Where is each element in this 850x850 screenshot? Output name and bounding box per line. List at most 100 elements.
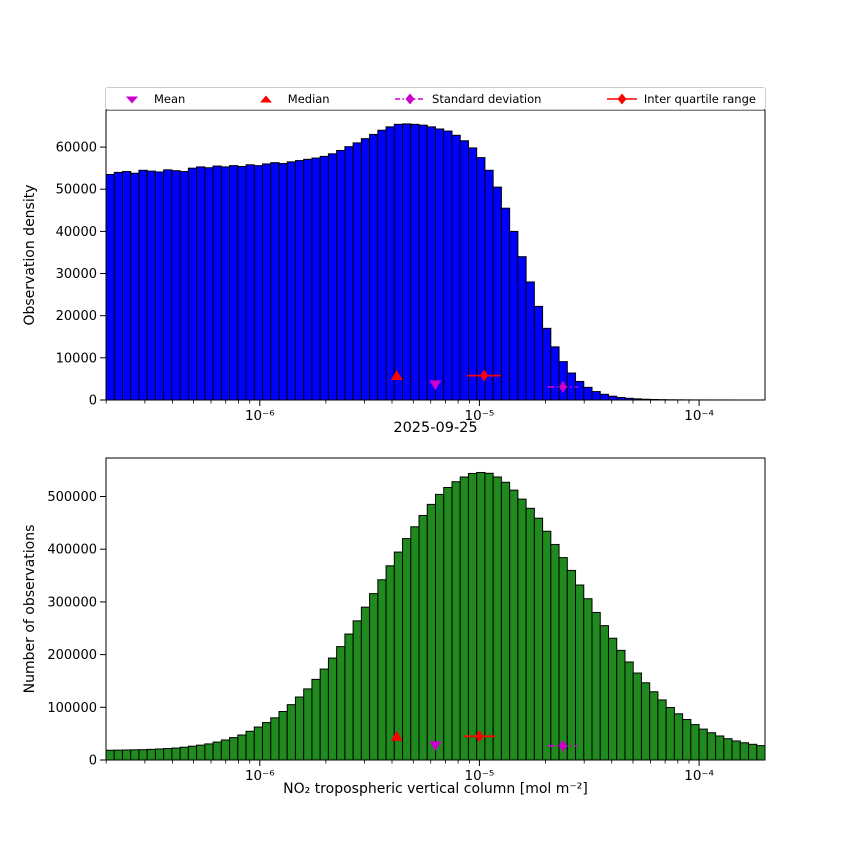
median-marker	[390, 370, 403, 381]
histogram-bar	[533, 517, 544, 761]
plot-frame	[105, 109, 766, 401]
histogram-bar	[138, 749, 148, 761]
histogram-bar	[492, 186, 502, 401]
histogram-bar	[731, 740, 741, 761]
histogram-bar	[451, 134, 461, 401]
plot-frame	[105, 457, 766, 761]
histogram-bar	[509, 230, 519, 401]
histogram-bar	[657, 699, 667, 761]
histogram-bar	[212, 741, 222, 761]
histogram-bar	[245, 730, 255, 761]
histogram-bar	[558, 557, 568, 761]
histogram-bar	[459, 140, 469, 401]
histogram-bar	[525, 507, 535, 761]
histogram-bar	[607, 637, 618, 761]
histogram-bar	[196, 744, 206, 761]
x-axis-ticks: 10⁻⁶ 10⁻⁵ 10⁻⁴	[245, 760, 714, 784]
histogram-bar	[179, 171, 189, 401]
legend-item-standard-deviation: Standard deviation	[393, 92, 541, 106]
histogram-bar	[377, 129, 387, 401]
histogram-bar	[171, 747, 181, 761]
histogram-bar	[262, 722, 272, 761]
histogram-bar	[253, 726, 264, 761]
stat-markers	[390, 730, 578, 752]
histogram-bar	[558, 361, 568, 401]
histogram-bar	[393, 551, 404, 761]
y-axis-ticks: 0 100000 200000 300000 400000 500000	[47, 490, 106, 769]
histogram-bar	[286, 704, 296, 761]
mean-marker-icon	[126, 96, 138, 103]
x-minor-ticks	[105, 400, 690, 404]
inter-quartile-range-marker-icon	[606, 93, 637, 104]
y-tick-label: 30000	[56, 267, 97, 282]
x-tick-label: 10⁻⁶	[245, 408, 275, 424]
y-tick-label: 0	[89, 754, 97, 769]
histogram-bar	[245, 164, 255, 401]
x-axis-label: NO₂ tropospheric vertical column [mol m⁻…	[283, 781, 588, 797]
histogram-bar	[179, 746, 189, 761]
histogram-bar	[509, 489, 519, 761]
histogram-bar	[352, 620, 362, 761]
histogram-bar	[187, 745, 198, 761]
histogram-bar	[113, 749, 123, 761]
y-tick-label: 400000	[47, 543, 97, 558]
y-tick-label: 60000	[56, 141, 97, 156]
x-tick-label: 10⁻⁶	[245, 768, 275, 784]
histogram-bar	[690, 724, 700, 761]
histogram-bar	[311, 157, 321, 401]
standard-deviation-marker	[558, 380, 567, 393]
legend-label-inter-quartile-range: Inter quartile range	[643, 91, 756, 106]
y-tick-label: 500000	[47, 490, 97, 505]
histogram-bar	[591, 611, 601, 761]
histogram-bar	[220, 739, 231, 761]
legend-label-median: Median	[287, 91, 330, 106]
histogram-bar	[665, 707, 675, 761]
histogram-bar	[756, 745, 766, 761]
standard-deviation-marker-icon	[395, 93, 426, 104]
histogram-bar	[748, 743, 758, 761]
histogram-bar	[294, 696, 305, 761]
histogram-bar	[525, 281, 535, 401]
histogram-bar	[237, 734, 247, 761]
histogram-bar	[550, 346, 560, 401]
histogram-bar	[130, 172, 140, 401]
top-histogram: 10⁻⁶ 10⁻⁵ 10⁻⁴ 0 10000 20000 30000 40000 50000 60…	[56, 109, 766, 424]
histogram-bar	[435, 493, 445, 761]
histogram-bar	[105, 173, 115, 401]
histogram-bar	[229, 737, 239, 761]
y-tick-label: 20000	[56, 309, 97, 324]
histogram-bar	[377, 579, 387, 761]
histogram-bar	[599, 393, 609, 401]
histogram-bar	[327, 657, 338, 761]
histogram-bar	[723, 738, 733, 761]
histogram-bar	[121, 171, 132, 401]
legend-label-mean: Mean	[154, 91, 186, 106]
histogram-bar	[410, 526, 420, 761]
histogram-bar	[418, 124, 428, 401]
histogram-bar	[311, 678, 321, 761]
histogram-bar	[435, 128, 445, 401]
histogram-bar	[640, 682, 651, 761]
x-minor-ticks	[105, 760, 690, 764]
median-marker	[390, 730, 403, 741]
histogram-bar	[467, 147, 478, 401]
histogram-bar	[196, 166, 206, 401]
mean-marker	[429, 380, 442, 391]
histogram-bar	[270, 717, 280, 761]
histogram-bar	[369, 593, 379, 761]
histogram-bar	[393, 123, 404, 401]
legend-item-mean: Mean	[115, 92, 185, 106]
legend-item-median: Median	[249, 92, 330, 106]
histogram-bar	[632, 672, 642, 761]
histogram-bar	[467, 472, 478, 761]
histogram-bar	[517, 256, 527, 401]
histogram-bar	[682, 719, 692, 761]
standard-deviation-marker	[558, 739, 567, 752]
mean-marker	[429, 741, 442, 752]
histogram-bar	[698, 728, 708, 761]
histogram-bar	[673, 713, 684, 761]
histogram-bar	[517, 498, 527, 761]
histogram-bar	[426, 126, 437, 401]
date-title: 2025-09-25	[393, 420, 478, 436]
histogram-bar	[739, 742, 750, 761]
